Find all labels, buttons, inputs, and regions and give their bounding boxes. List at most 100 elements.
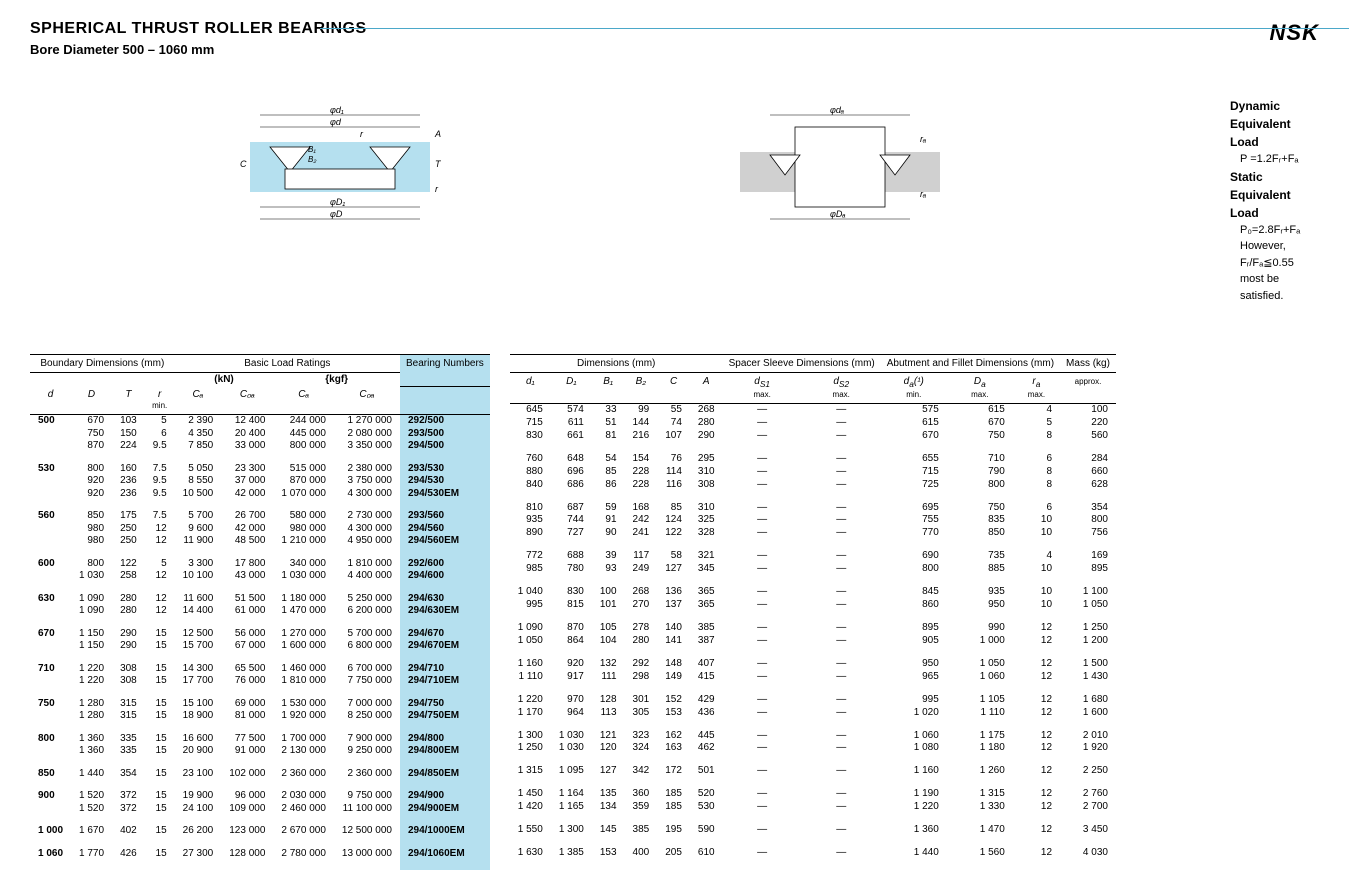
table-cell: 575 [881, 404, 947, 417]
bearing-numbers-head: Bearing Numbers [400, 355, 490, 387]
table-cell: 7.5 [145, 510, 175, 523]
table-cell: 292/600 [400, 558, 490, 571]
table-cell: 1 280 [71, 710, 112, 723]
table-cell: 149 [657, 671, 690, 684]
table-cell: 1 470 [947, 824, 1013, 837]
table-cell: 315 [112, 710, 145, 723]
table-cell: 51 500 [221, 593, 273, 606]
table-cell: 354 [112, 768, 145, 781]
table-cell: 628 [1060, 479, 1116, 492]
table-cell: 109 000 [221, 803, 273, 816]
table-cell: 12 400 [221, 415, 273, 428]
table-cell: 1 090 [71, 605, 112, 618]
table-cell: 18 900 [175, 710, 222, 723]
table-cell: 870 000 [273, 475, 334, 488]
table-cell: 102 000 [221, 768, 273, 781]
table-cell: 20 400 [221, 428, 273, 441]
table-cell: 1 110 [947, 707, 1013, 720]
table-cell: 655 [881, 453, 947, 466]
table-cell: 895 [1060, 563, 1116, 576]
table-row: 1 3603351520 90091 0002 130 0009 250 000… [30, 745, 490, 758]
table-cell: 43 000 [221, 570, 273, 583]
table-cell: 1 030 000 [273, 570, 334, 583]
table-cell: 2 730 000 [334, 510, 400, 523]
table-cell: 104 [592, 635, 625, 648]
table-cell: 175 [112, 510, 145, 523]
svg-text:A: A [434, 129, 441, 139]
table-cell: 1 080 [881, 742, 947, 755]
table-cell: 10 [1013, 514, 1060, 527]
table-cell: — [802, 622, 881, 635]
load-ratings-head: Basic Load Ratings [175, 355, 400, 373]
table-cell: — [723, 586, 802, 599]
table-cell: 16 600 [175, 733, 222, 746]
table-cell [30, 803, 71, 816]
table-row: 5308001607.55 05023 300515 0002 380 0002… [30, 463, 490, 476]
table-cell: 687 [551, 502, 592, 515]
row-gap [30, 583, 490, 593]
table-cell: — [802, 417, 881, 430]
table-cell: 8 550 [175, 475, 222, 488]
table-cell: 4 950 000 [334, 535, 400, 548]
table-cell: 345 [690, 563, 723, 576]
table-cell: 116 [657, 479, 690, 492]
table-cell: — [802, 694, 881, 707]
table-cell: 385 [690, 622, 723, 635]
table-cell: 400 [625, 847, 658, 860]
bearing-mounting-diagram: φdₐ φDₐ rₐ rₐ [730, 97, 950, 227]
table-row: 1 6301 385153400205610——1 4401 560124 03… [510, 847, 1116, 860]
table-cell: 1 460 000 [273, 663, 334, 676]
table-cell: 611 [551, 417, 592, 430]
row-gap [510, 612, 1116, 622]
mass-head: Mass (kg) [1060, 355, 1116, 373]
table-cell: 10 [1013, 563, 1060, 576]
table-cell: 54 [592, 453, 625, 466]
col-bn [400, 386, 490, 415]
table-cell: 5 700 000 [334, 628, 400, 641]
table-cell: — [802, 404, 881, 417]
table-cell: 15 [145, 663, 175, 676]
table-cell: 1 220 [510, 694, 551, 707]
table-cell: 293/530 [400, 463, 490, 476]
table-cell: 2 760 [1060, 788, 1116, 801]
table-cell: 100 [1060, 404, 1116, 417]
table-cell: — [723, 404, 802, 417]
left-table-body: 50067010352 39012 400244 0001 270 000292… [30, 415, 490, 871]
svg-text:r: r [360, 129, 364, 139]
table-cell: 12 [145, 605, 175, 618]
table-cell: 4 300 000 [334, 523, 400, 536]
table-row: 7101 2203081514 30065 5001 460 0006 700 … [30, 663, 490, 676]
table-cell: 3 750 000 [334, 475, 400, 488]
col-D: D [71, 386, 112, 415]
table-cell: 501 [690, 765, 723, 778]
table-cell [30, 440, 71, 453]
table-cell: 810 [510, 502, 551, 515]
kn-subhead: (kN) [175, 373, 274, 387]
table-cell: 293/500 [400, 428, 490, 441]
table-cell: — [802, 847, 881, 860]
table-cell: 359 [625, 801, 658, 814]
table-cell: 150 [112, 428, 145, 441]
table-cell: 91 000 [221, 745, 273, 758]
table-row: 7156115114474280——6156705220 [510, 417, 1116, 430]
table-cell: 1 190 [881, 788, 947, 801]
col-T: T [112, 386, 145, 415]
row-gap [510, 648, 1116, 658]
table-cell: 415 [690, 671, 723, 684]
table-cell: 5 250 000 [334, 593, 400, 606]
table-cell: 5 700 [175, 510, 222, 523]
table-cell: — [723, 453, 802, 466]
table-cell: 750 [947, 502, 1013, 515]
brand-logo: NSK [1270, 20, 1319, 46]
table-cell: 905 [881, 635, 947, 648]
table-cell: 2 380 000 [334, 463, 400, 476]
table-cell: 294/1060EM [400, 848, 490, 861]
table-cell: 935 [510, 514, 551, 527]
table-cell: 500 [30, 415, 71, 428]
bearing-cross-section-diagram: φd₁ φd φD₁ φD A T r C B₁ B₂ r [230, 97, 450, 227]
table-cell: 1 180 [947, 742, 1013, 755]
table-cell: 236 [112, 488, 145, 501]
table-cell: 1 060 [881, 730, 947, 743]
table-cell: — [802, 479, 881, 492]
table-cell: 2 360 000 [334, 768, 400, 781]
